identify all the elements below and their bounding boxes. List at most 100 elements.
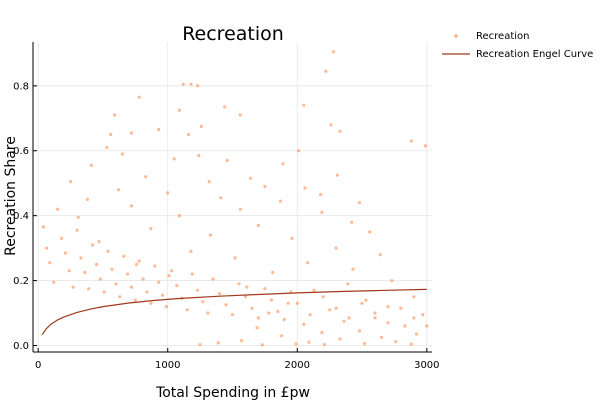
scatter-point bbox=[286, 301, 290, 305]
scatter-point bbox=[177, 214, 181, 218]
scatter-point bbox=[320, 330, 324, 335]
scatter-point bbox=[294, 342, 298, 346]
scatter-point bbox=[216, 341, 220, 345]
scatter-point bbox=[335, 173, 339, 177]
scatter-point bbox=[105, 145, 109, 150]
scatter-point bbox=[145, 290, 149, 294]
scatter-point bbox=[85, 197, 89, 201]
scatter-point bbox=[122, 254, 126, 258]
chart-title: Recreation bbox=[182, 23, 284, 45]
scatter-point bbox=[223, 105, 227, 109]
y-tick-label: 0.0 bbox=[13, 341, 29, 352]
scatter-point bbox=[403, 324, 407, 328]
scatter-point bbox=[63, 251, 67, 255]
scatter-point bbox=[224, 303, 228, 307]
scatter-point bbox=[412, 295, 416, 299]
scatter-point bbox=[307, 340, 311, 344]
scatter-point bbox=[386, 321, 390, 325]
scatter-point bbox=[126, 272, 130, 276]
scatter-point bbox=[137, 95, 141, 99]
scatter-point bbox=[412, 316, 416, 320]
scatter-point bbox=[141, 277, 145, 281]
scatter-point bbox=[338, 337, 342, 341]
scatter-point bbox=[379, 335, 384, 339]
scatter-point bbox=[56, 207, 60, 211]
scatter-point bbox=[249, 176, 253, 180]
x-axis-title: Total Spending in £pw bbox=[155, 385, 310, 400]
scatter-point bbox=[129, 131, 134, 135]
legend-label-recreation: Recreation bbox=[476, 31, 529, 42]
engel-curve-line bbox=[41, 288, 427, 336]
scatter-point bbox=[276, 309, 280, 313]
scatter-point bbox=[67, 269, 71, 273]
legend-label-engel-curve: Recreation Engel Curve bbox=[476, 49, 593, 60]
scatter-point bbox=[129, 204, 134, 208]
scatter-point bbox=[334, 306, 338, 310]
scatter-point bbox=[48, 261, 52, 265]
scatter-point bbox=[52, 280, 56, 284]
scatter-point bbox=[98, 277, 102, 281]
scatter-point bbox=[110, 267, 114, 271]
scatter-point bbox=[118, 295, 122, 299]
engel-curve-layer bbox=[41, 288, 427, 336]
axes: 0 1000 2000 3000 0.0 0.2 0.4 0.6 0.8 bbox=[13, 42, 440, 371]
scatter-point bbox=[278, 199, 282, 203]
scatter-point bbox=[137, 259, 141, 263]
scatter-point bbox=[421, 313, 425, 317]
scatter-point bbox=[102, 290, 106, 294]
scatter-point bbox=[350, 220, 354, 224]
scatter-point bbox=[177, 108, 181, 112]
scatter-point bbox=[106, 249, 110, 253]
scatter-points bbox=[41, 50, 429, 347]
scatter-point bbox=[87, 287, 91, 291]
scatter-point bbox=[164, 305, 168, 309]
x-tick-label: 0 bbox=[35, 360, 41, 371]
scatter-point bbox=[329, 123, 333, 127]
scatter-point bbox=[185, 308, 189, 312]
scatter-point bbox=[390, 279, 394, 283]
scatter-point bbox=[75, 228, 79, 232]
scatter-point bbox=[144, 175, 148, 179]
scatter-point bbox=[76, 215, 80, 219]
scatter-point bbox=[281, 162, 285, 166]
scatter-point bbox=[290, 236, 294, 240]
scatter-point bbox=[166, 191, 170, 195]
scatter-point bbox=[312, 288, 316, 292]
scatter-point bbox=[217, 292, 222, 296]
scatter-point bbox=[83, 270, 87, 275]
scatter-point bbox=[308, 313, 312, 317]
scatter-point bbox=[195, 288, 200, 292]
scatter-point bbox=[271, 270, 275, 275]
scatter-point bbox=[347, 316, 351, 320]
scatter-point bbox=[240, 339, 244, 343]
scatter-point bbox=[334, 246, 338, 250]
scatter-point bbox=[89, 163, 93, 167]
scatter-point bbox=[338, 129, 342, 133]
scatter-point bbox=[363, 342, 367, 346]
scatter-point bbox=[189, 249, 193, 253]
y-axis-title: Recreation Share bbox=[3, 136, 19, 256]
scatter-point bbox=[425, 324, 429, 328]
scatter-point bbox=[237, 282, 241, 286]
scatter-point bbox=[306, 261, 310, 265]
scatter-point bbox=[267, 311, 271, 315]
grid-layer bbox=[33, 42, 432, 352]
scatter-point bbox=[280, 334, 284, 338]
scatter-point bbox=[386, 305, 390, 309]
scatter-point bbox=[360, 301, 364, 305]
x-tick-label: 2000 bbox=[285, 360, 310, 371]
scatter-point bbox=[238, 113, 242, 117]
scatter-point bbox=[157, 128, 161, 132]
legend-marker-recreation bbox=[454, 34, 458, 38]
scatter-point bbox=[297, 149, 301, 153]
scatter-point bbox=[378, 253, 382, 257]
scatter-point bbox=[160, 293, 165, 297]
scatter-point bbox=[116, 188, 121, 192]
scatter-point bbox=[157, 280, 161, 284]
scatter-point bbox=[199, 124, 203, 128]
scatter-point bbox=[197, 154, 201, 158]
scatter-point bbox=[321, 295, 325, 299]
scatter-point bbox=[113, 113, 117, 117]
scatter-point bbox=[172, 157, 176, 161]
